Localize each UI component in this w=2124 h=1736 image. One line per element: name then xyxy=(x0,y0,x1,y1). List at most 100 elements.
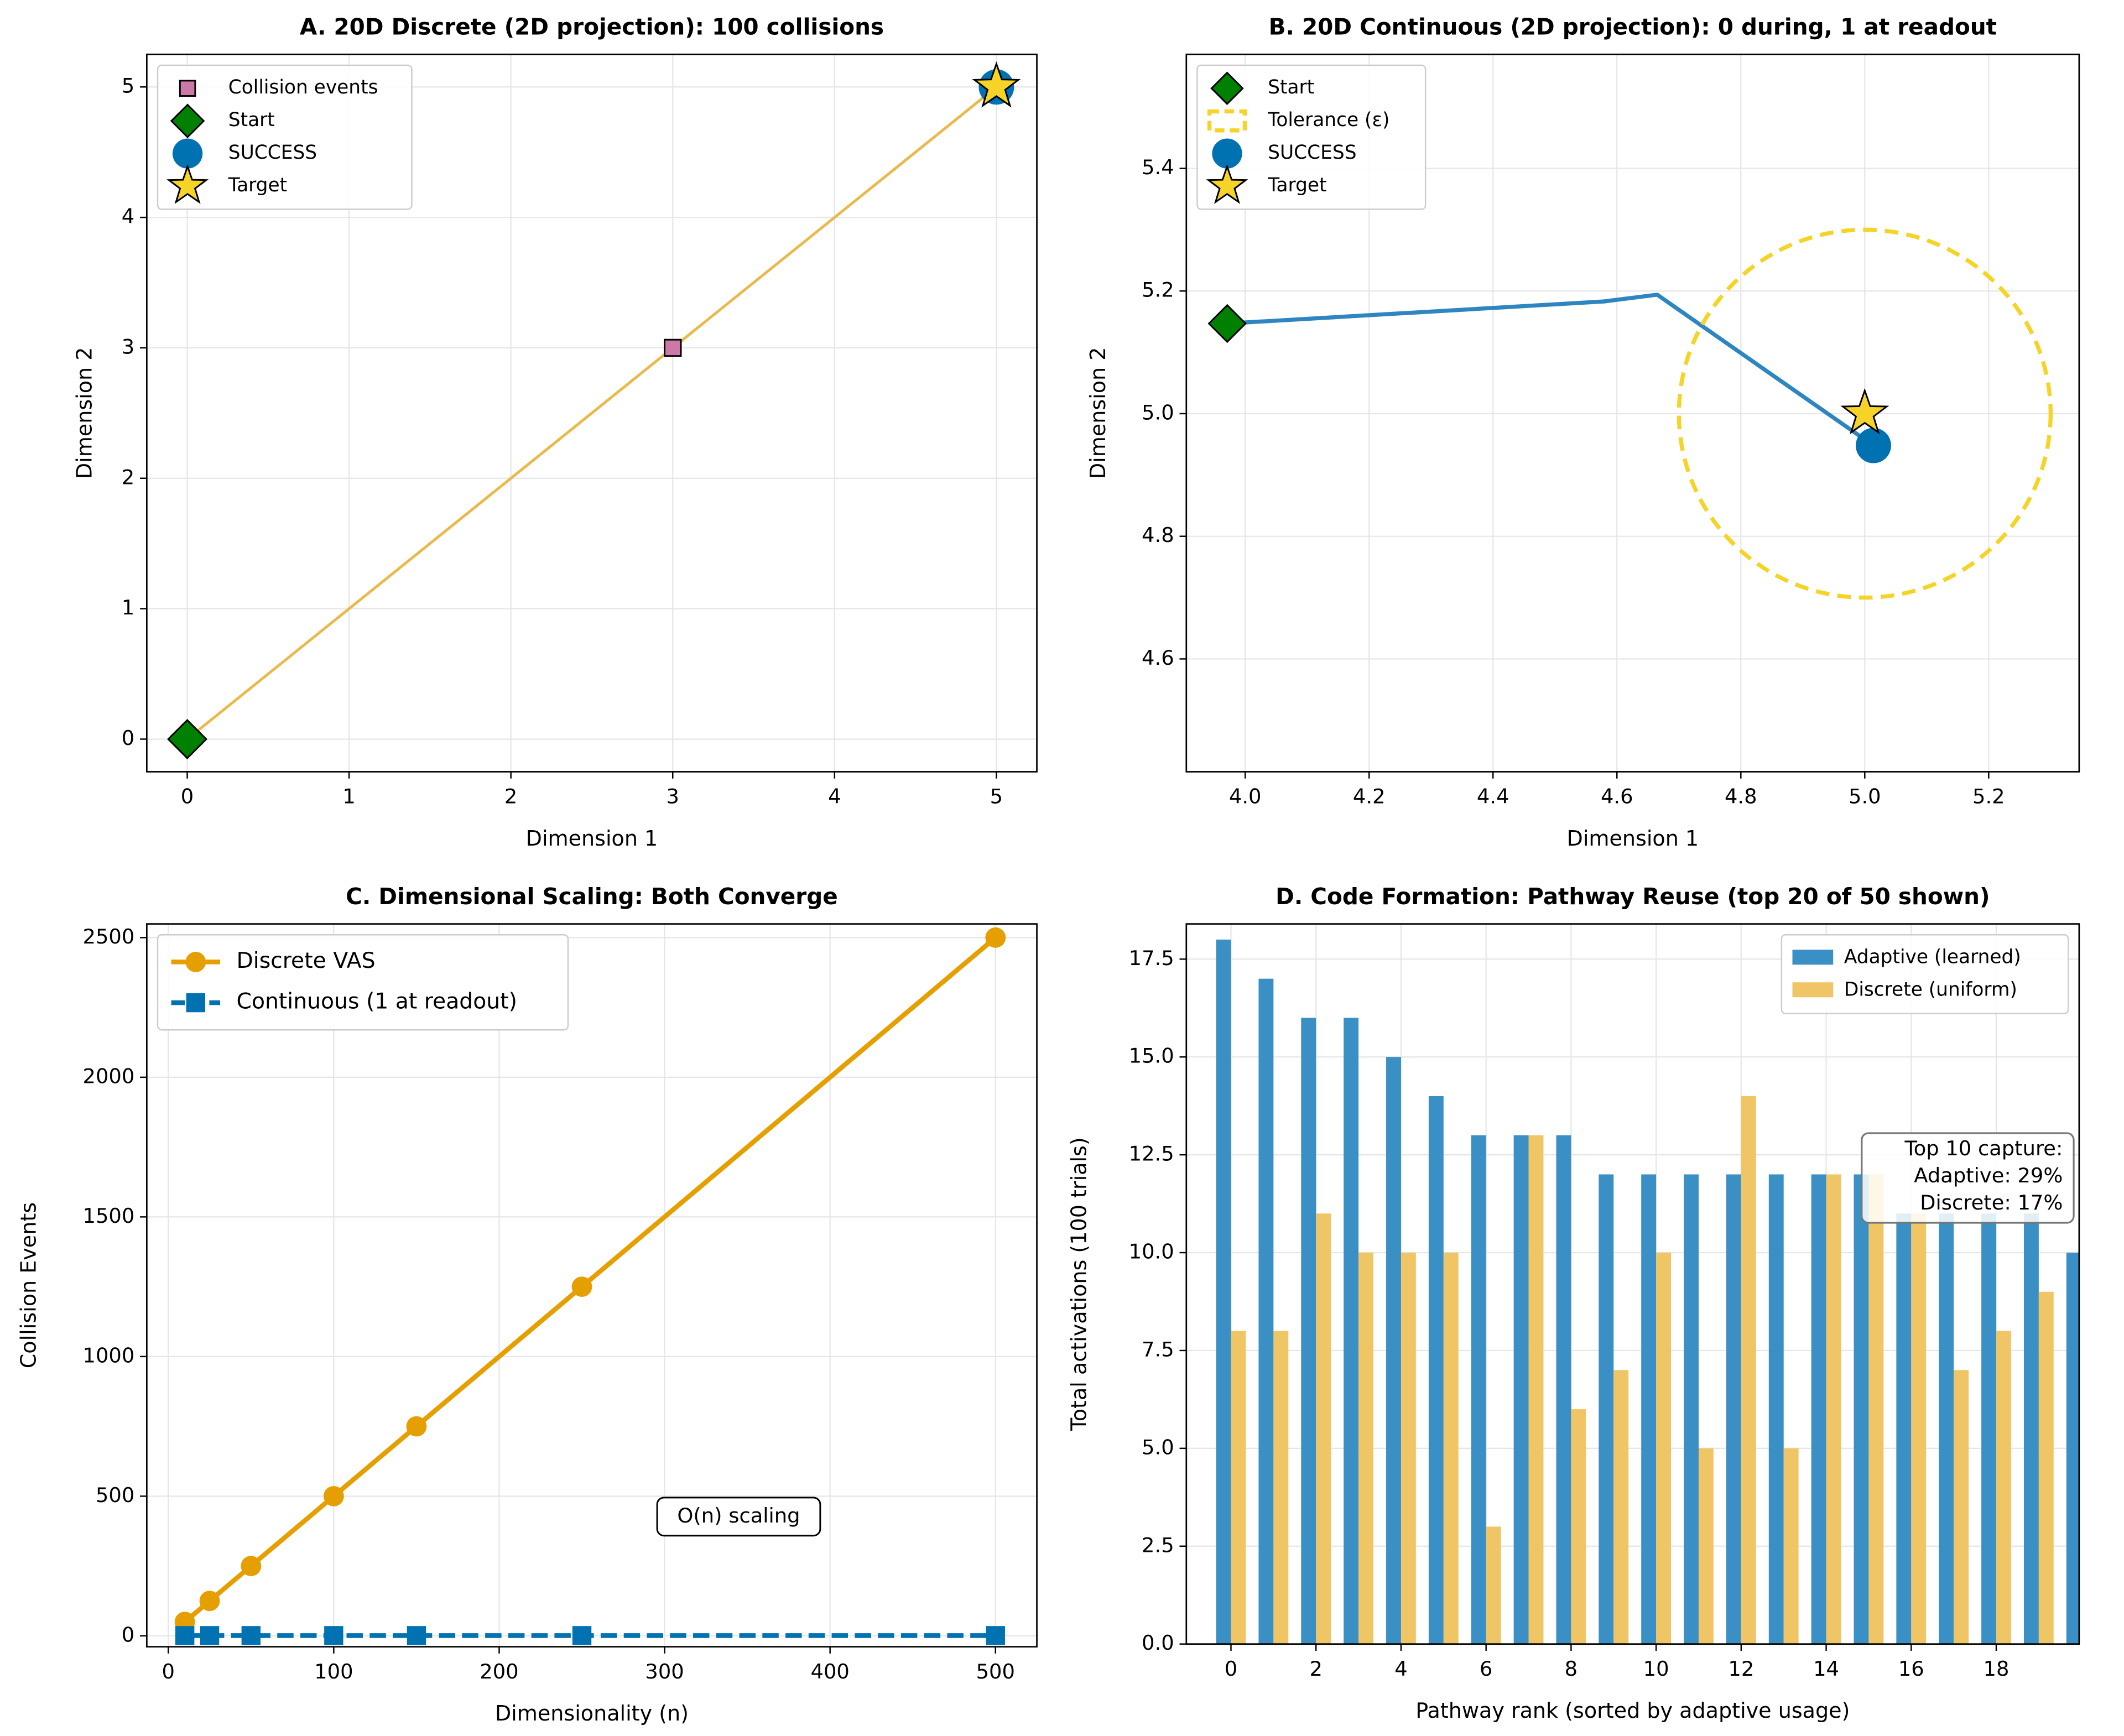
tolerance-circle xyxy=(1677,227,2053,600)
x-tick-label: 2 xyxy=(1309,1657,1322,1681)
y-axis-label: Dimension 2 xyxy=(72,347,96,479)
x-tick-label: 6 xyxy=(1480,1657,1492,1681)
bar xyxy=(1428,1096,1444,1644)
y-tick-label: 5 xyxy=(122,74,134,98)
plot-area xyxy=(1227,227,2053,600)
bar xyxy=(1216,939,1231,1644)
bar xyxy=(1896,1213,1912,1644)
x-tick-label: 4.0 xyxy=(1229,785,1262,809)
marker-square xyxy=(324,1626,343,1645)
legend-label: Continuous (1 at readout) xyxy=(237,989,517,1014)
panel: 0 1 2 3 4 5 0 1 2 3 4 5 A. 20D Discrete (2D projecti… xyxy=(72,14,1038,851)
bar xyxy=(1826,1174,1841,1644)
x-tick-label: 200 xyxy=(480,1660,518,1683)
marker-circle xyxy=(323,1485,344,1506)
x-tick-label: 4.6 xyxy=(1601,785,1633,809)
series-line xyxy=(186,86,997,741)
x-tick-label: 12 xyxy=(1728,1657,1754,1681)
bar xyxy=(1571,1409,1586,1644)
legend-label: Target xyxy=(228,174,287,196)
y-tick-label: 7.5 xyxy=(1142,1337,1174,1361)
bar xyxy=(1954,1370,1969,1644)
bar xyxy=(1783,1448,1799,1644)
bar xyxy=(1401,1253,1416,1644)
x-tick-label: 4 xyxy=(1394,1657,1407,1681)
bar xyxy=(1231,1331,1246,1644)
marker-circle xyxy=(985,927,1006,948)
bar xyxy=(2066,1253,2079,1644)
y-tick-label: 17.5 xyxy=(1129,946,1174,970)
marker-circle xyxy=(1856,428,1891,463)
x-tick-label: 300 xyxy=(645,1660,684,1683)
bar xyxy=(1486,1526,1501,1644)
axes-frame xyxy=(1185,923,2080,1645)
bar xyxy=(2023,1213,2039,1644)
bar xyxy=(1811,1174,1826,1644)
x-tick-label: 400 xyxy=(811,1660,850,1683)
x-tick-label: 5.2 xyxy=(1972,785,2005,809)
axes-frame xyxy=(146,923,1038,1648)
marker-circle xyxy=(185,951,206,972)
marker-diamond xyxy=(167,718,207,759)
legend-label: Collision events xyxy=(228,76,378,98)
bar xyxy=(1513,1135,1529,1644)
bar xyxy=(1939,1213,1954,1644)
marker-star xyxy=(1206,164,1248,204)
marker-square xyxy=(241,1626,261,1645)
bar xyxy=(1768,1174,1784,1644)
y-tick-label: 4 xyxy=(122,205,134,228)
panel: 0 2 4 6 8 10 12 14 16 18 0.0 2.5 5.0 7.5 10.0 12.5 15.0 1… xyxy=(1067,883,2080,1723)
legend-label: Discrete VAS xyxy=(237,948,376,973)
chart-title: A. 20D Discrete (2D projection): 100 col… xyxy=(300,14,884,40)
annotation: O(n) scaling xyxy=(656,1497,821,1537)
chart-title: B. 20D Continuous (2D projection): 0 dur… xyxy=(1269,14,1997,40)
marker-circle xyxy=(1212,138,1242,169)
bar xyxy=(1698,1448,1714,1644)
legend-label: Start xyxy=(228,109,275,131)
bar xyxy=(1726,1174,1741,1644)
y-tick-label: 5.0 xyxy=(1142,1435,1174,1459)
bar xyxy=(1911,1213,1927,1644)
annotation-box xyxy=(656,1497,821,1537)
x-tick-label: 10 xyxy=(1643,1657,1669,1681)
panel: 0 100 200 300 400 500 0 500 1000 1500 2000 2500 C. D… xyxy=(17,883,1038,1725)
bar xyxy=(1996,1331,2011,1644)
marker-star xyxy=(166,164,209,204)
y-tick-label: 5.0 xyxy=(1142,400,1174,424)
bar xyxy=(1741,1096,1756,1644)
marker-square xyxy=(200,1626,220,1645)
legend-label: SUCCESS xyxy=(1268,142,1356,164)
bar xyxy=(1258,978,1274,1644)
y-tick-label: 4.8 xyxy=(1142,523,1174,547)
y-axis-label: Dimension 2 xyxy=(1086,347,1110,479)
marker-square xyxy=(179,80,196,97)
y-tick-label: 2.5 xyxy=(1142,1533,1174,1557)
x-axis-label: Dimensionality (n) xyxy=(495,1701,689,1725)
legend-swatch xyxy=(1207,109,1247,133)
legend-swatch xyxy=(1792,950,1834,965)
legend-box xyxy=(1781,934,2069,1014)
marker-circle xyxy=(172,138,203,169)
legend-box xyxy=(157,64,413,210)
x-tick-label: 4.4 xyxy=(1477,785,1509,809)
marker-square xyxy=(175,1626,195,1645)
annotation-text: Discrete: 17% xyxy=(1920,1191,2063,1214)
marker-diamond xyxy=(1207,304,1247,343)
panel: 4.0 4.2 4.4 4.6 4.8 5.0 5.2 4.6 4.8 5.0 5.2 5.4 B. 2… xyxy=(1086,14,2080,851)
bar xyxy=(1613,1370,1629,1644)
x-tick-label: 14 xyxy=(1813,1657,1839,1681)
y-tick-label: 2000 xyxy=(82,1064,134,1088)
y-tick-label: 2 xyxy=(122,465,134,489)
x-tick-label: 2 xyxy=(504,785,517,809)
bar xyxy=(1344,1018,1359,1644)
legend-box xyxy=(1196,64,1427,210)
marker-diamond xyxy=(1210,71,1244,105)
y-tick-label: 0.0 xyxy=(1142,1631,1174,1655)
x-axis-label: Dimension 1 xyxy=(526,826,658,851)
x-tick-label: 5 xyxy=(990,785,1003,809)
marker-square xyxy=(664,338,682,357)
axes-frame xyxy=(146,53,1038,773)
legend: Start Tolerance (ε) SUCCESS Target xyxy=(1196,64,1427,210)
